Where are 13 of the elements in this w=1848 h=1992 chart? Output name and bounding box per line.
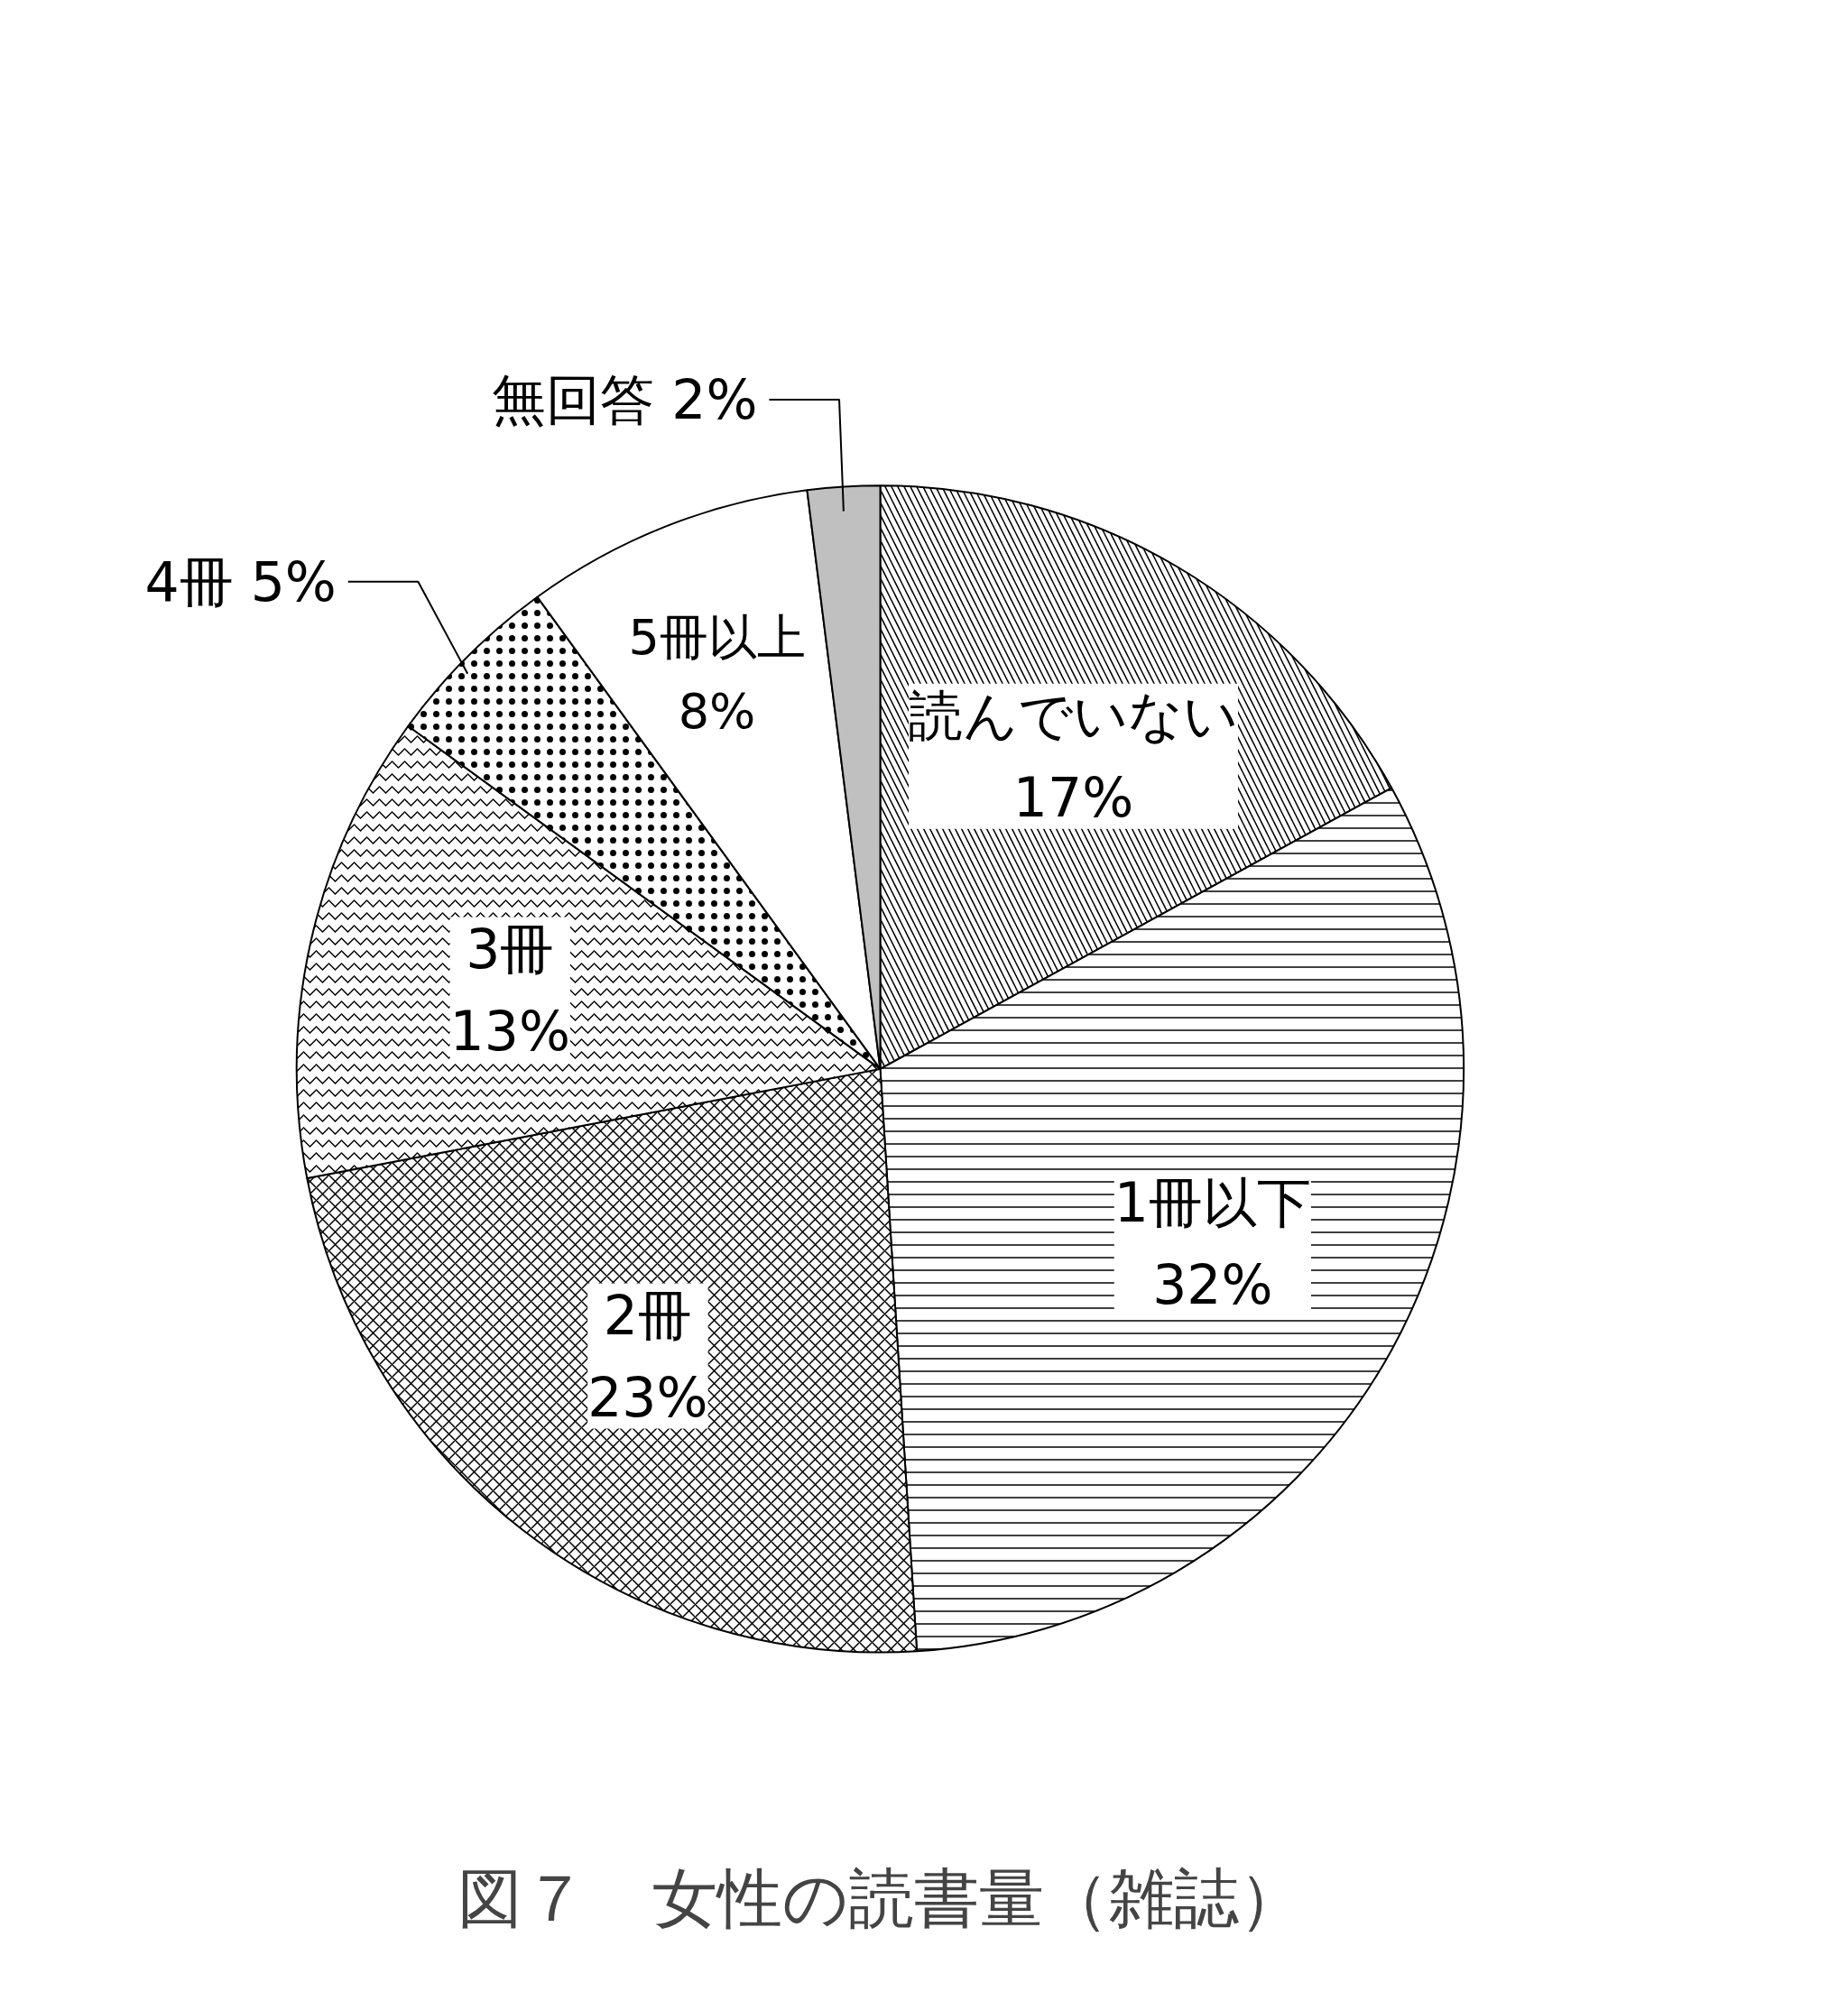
- slice-label: 1冊以下: [1113, 1171, 1311, 1235]
- slice-label: 無回答 2%: [492, 367, 758, 431]
- data-label: 8%: [678, 682, 756, 740]
- slice-label: 5冊以上: [628, 608, 806, 666]
- data-label: 23%: [587, 1365, 708, 1429]
- slice-label: 2冊: [603, 1283, 692, 1347]
- slice-label: 3冊: [466, 917, 555, 981]
- data-label: 13%: [449, 999, 570, 1063]
- data-label: 17%: [1012, 765, 1134, 829]
- slice-label: 4冊 5%: [144, 549, 337, 613]
- slice-label: 読んでいない: [908, 683, 1238, 747]
- data-label: 32%: [1152, 1253, 1273, 1317]
- text: 図７ 女性の読書量（雑誌）: [457, 1859, 1304, 1936]
